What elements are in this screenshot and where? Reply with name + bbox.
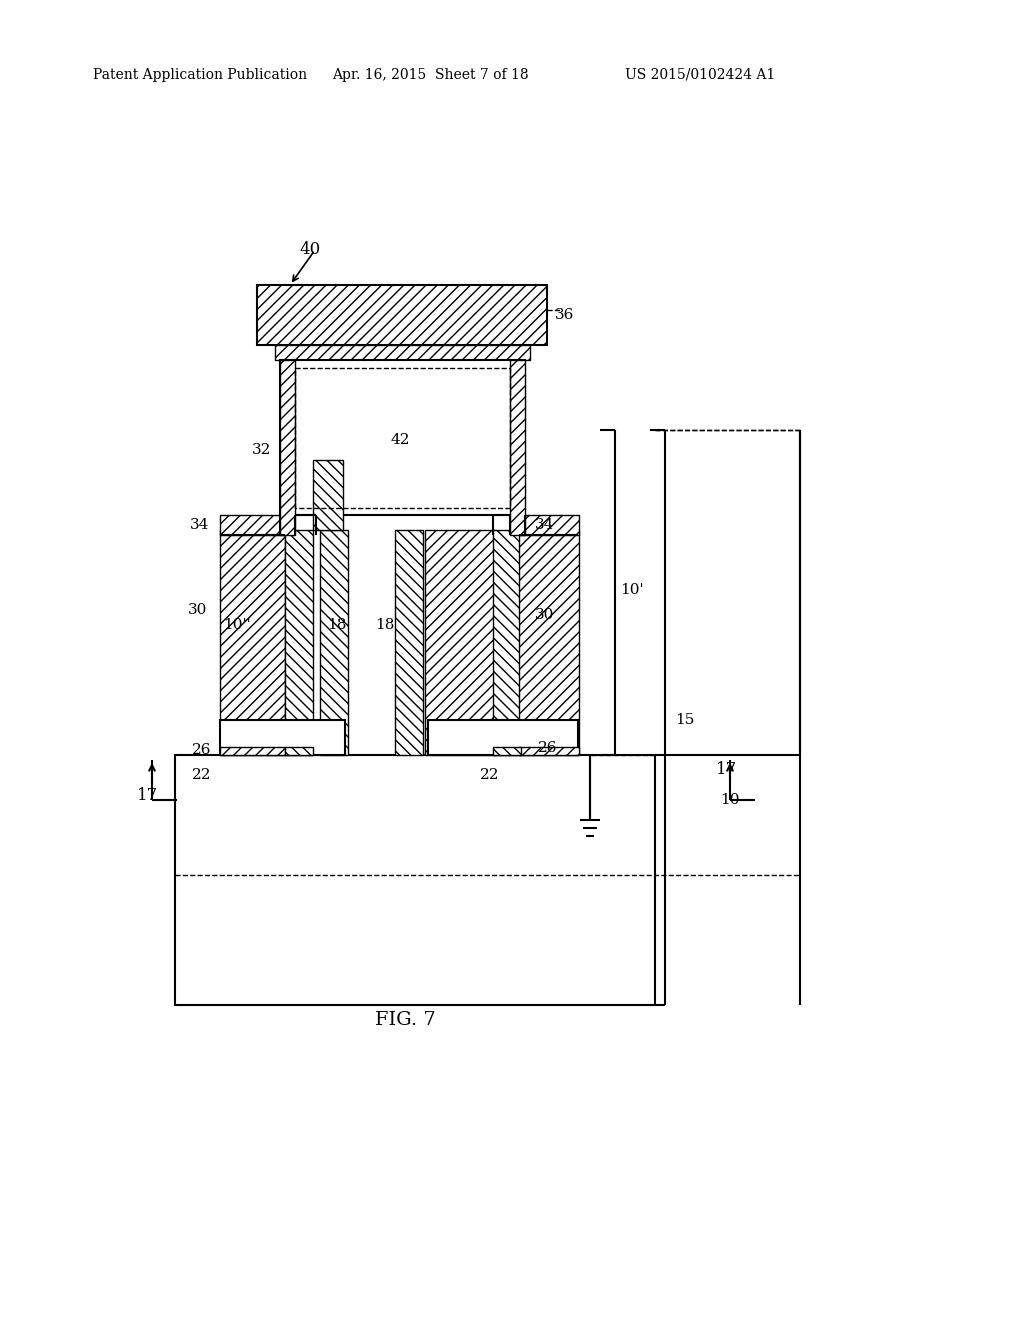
Bar <box>319 531 348 755</box>
Text: 26: 26 <box>193 743 212 756</box>
Text: 40: 40 <box>299 242 321 259</box>
Bar <box>395 531 423 755</box>
Text: 30: 30 <box>188 603 208 616</box>
Bar <box>519 531 579 755</box>
Text: 42: 42 <box>390 433 410 447</box>
Text: 10: 10 <box>720 793 739 807</box>
Bar <box>510 360 525 535</box>
Text: 10': 10' <box>621 583 644 597</box>
Text: Patent Application Publication: Patent Application Publication <box>93 69 307 82</box>
Bar <box>220 747 285 755</box>
Text: 10'': 10'' <box>223 618 251 632</box>
Text: 34: 34 <box>190 517 210 532</box>
Text: 17: 17 <box>717 762 737 779</box>
Bar <box>275 345 530 360</box>
Text: 34: 34 <box>536 517 555 532</box>
Bar <box>285 531 313 755</box>
Text: Apr. 16, 2015  Sheet 7 of 18: Apr. 16, 2015 Sheet 7 of 18 <box>332 69 528 82</box>
Bar <box>519 515 579 535</box>
Text: 18: 18 <box>376 618 394 632</box>
Bar <box>220 515 285 535</box>
Bar <box>280 360 525 515</box>
Text: FIG. 7: FIG. 7 <box>375 1011 435 1030</box>
Text: 17: 17 <box>137 787 159 804</box>
Bar <box>257 285 547 345</box>
Text: 36: 36 <box>555 308 574 322</box>
Text: 32: 32 <box>252 444 271 457</box>
Bar <box>280 360 295 535</box>
Text: 15: 15 <box>675 713 694 727</box>
Text: 18: 18 <box>328 618 347 632</box>
Text: 30: 30 <box>536 609 555 622</box>
Bar <box>313 459 343 531</box>
Bar <box>519 747 579 755</box>
Bar <box>175 755 655 1005</box>
Bar <box>220 531 285 755</box>
Bar <box>493 531 521 755</box>
Bar <box>285 747 313 755</box>
Bar <box>425 531 495 755</box>
Bar <box>493 747 521 755</box>
Text: 22: 22 <box>480 768 500 781</box>
Text: US 2015/0102424 A1: US 2015/0102424 A1 <box>625 69 775 82</box>
Text: 26: 26 <box>539 741 558 755</box>
Bar <box>428 719 578 755</box>
Bar <box>220 719 345 755</box>
Text: 22: 22 <box>193 768 212 781</box>
